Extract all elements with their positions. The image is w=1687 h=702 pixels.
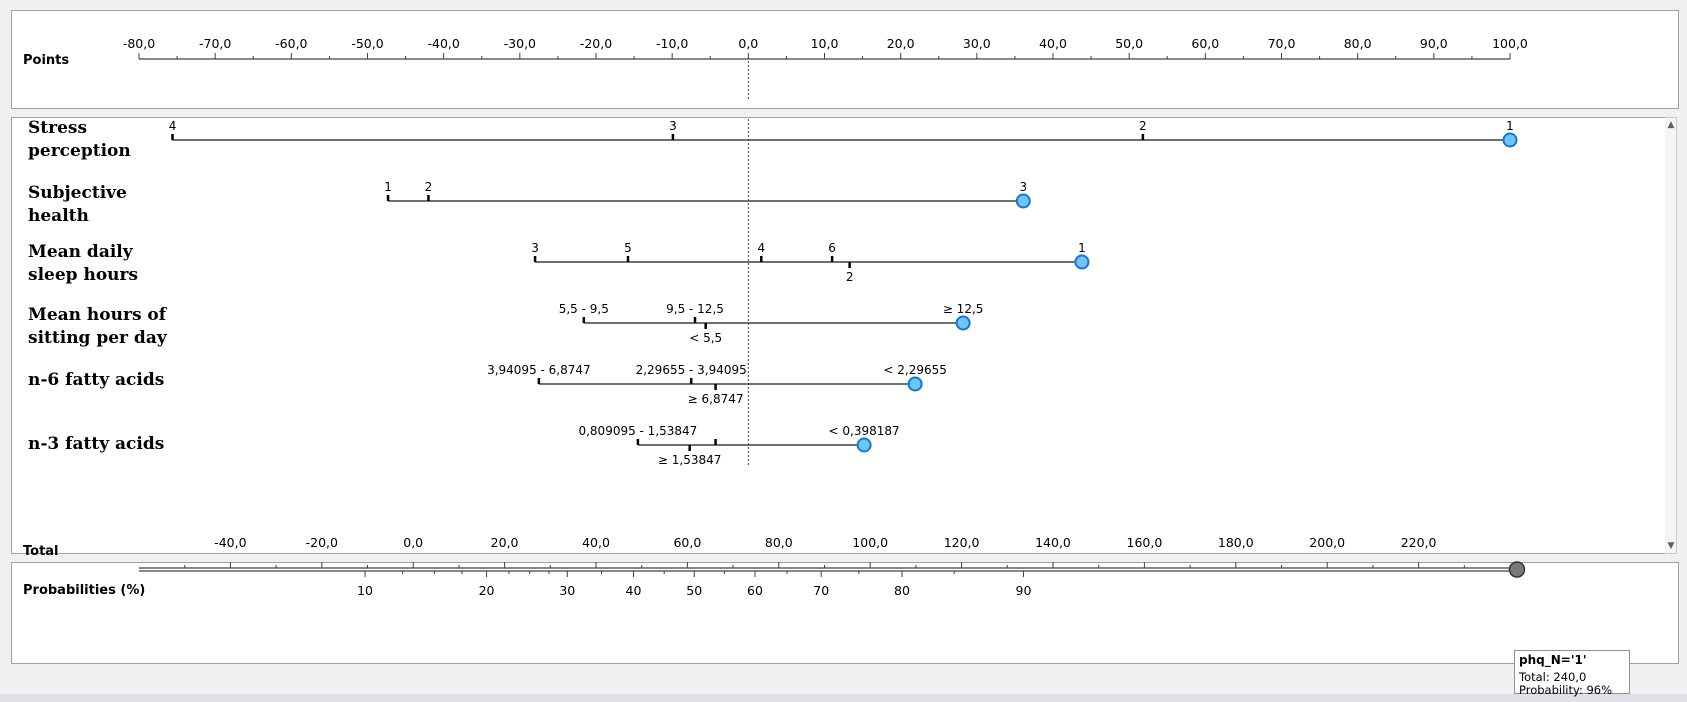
level-label: 1	[384, 180, 392, 194]
level-label: 3	[531, 241, 539, 255]
points-tick-label: -20,0	[580, 36, 612, 51]
points-tick-label: -80,0	[123, 36, 155, 51]
total-tick-label: 60,0	[673, 535, 701, 550]
points-tick-label: -40,0	[427, 36, 459, 51]
level-label: ≥ 12,5	[943, 302, 984, 316]
variable-name: Subjective	[28, 183, 127, 203]
level-label: 2	[425, 180, 433, 194]
total-panel	[11, 562, 1679, 664]
probability-tick-label: 60	[747, 583, 763, 598]
level-label: < 0,398187	[829, 424, 900, 438]
total-tick-label: 80,0	[765, 535, 793, 550]
variable-name: Mean hours of	[28, 305, 168, 325]
level-label: 2	[846, 270, 854, 284]
selected-level-marker	[955, 315, 971, 331]
total-tick-label: 100,0	[852, 535, 888, 550]
tooltip-title: phq_N='1'	[1519, 653, 1587, 667]
probability-tick-label: 30	[559, 583, 575, 598]
level-label: 4	[169, 119, 177, 133]
total-tick-label: 0,0	[403, 535, 423, 550]
variable-name: sleep hours	[28, 265, 138, 285]
variable-name: n-6 fatty acids	[28, 370, 164, 390]
level-label: 3,94095 - 6,8747	[487, 363, 591, 377]
probability-tick-label: 40	[626, 583, 642, 598]
level-label: < 2,29655	[883, 363, 947, 377]
total-tick-label: 160,0	[1127, 535, 1163, 550]
variable-name: n-3 fatty acids	[28, 434, 164, 454]
points-tick-label: 30,0	[963, 36, 991, 51]
level-label: < 5,5	[689, 331, 722, 345]
level-label: 0,809095 - 1,53847	[578, 424, 697, 438]
selected-level-marker	[856, 437, 872, 453]
total-score-marker	[1508, 561, 1526, 578]
points-tick-label: 40,0	[1039, 36, 1067, 51]
selected-level-marker	[1502, 132, 1518, 148]
scroll-up-icon[interactable]: ▲	[1667, 120, 1675, 130]
total-tick-label: 180,0	[1218, 535, 1254, 550]
points-tick-label: 100,0	[1492, 36, 1528, 51]
variable-name: sitting per day	[28, 328, 168, 348]
points-tick-label: -60,0	[275, 36, 307, 51]
probability-tick-label: 80	[894, 583, 910, 598]
level-label: ≥ 1,53847	[658, 453, 722, 467]
probability-axis-label: Probabilities (%)	[23, 583, 145, 598]
points-tick-label: -30,0	[504, 36, 536, 51]
points-axis-label: Points	[23, 53, 69, 68]
probability-tick-label: 10	[357, 583, 373, 598]
bottom-strip	[0, 694, 1687, 702]
level-label: 4	[757, 241, 765, 255]
total-tick-label: -20,0	[306, 535, 338, 550]
probability-tick-label: 20	[479, 583, 495, 598]
level-label: 1	[1078, 241, 1086, 255]
level-label: 2,29655 - 3,94095	[636, 363, 747, 377]
points-tick-label: 70,0	[1268, 36, 1296, 51]
level-label: 3	[1019, 180, 1027, 194]
total-axis-label: Total	[23, 544, 59, 559]
level-label: 3	[669, 119, 677, 133]
total-tick-label: 20,0	[491, 535, 519, 550]
probability-tooltip: phq_N='1' Total: 240,0 Probability: 96%	[1514, 650, 1630, 697]
points-tick-label: -50,0	[351, 36, 383, 51]
level-label: 1	[1506, 119, 1514, 133]
tooltip-total: Total: 240,0	[1519, 670, 1587, 684]
level-label: 9,5 - 12,5	[666, 302, 724, 316]
points-tick-label: 20,0	[887, 36, 915, 51]
points-tick-label: 60,0	[1191, 36, 1219, 51]
points-tick-label: 0,0	[738, 36, 758, 51]
points-tick-label: -10,0	[656, 36, 688, 51]
level-label: 6	[828, 241, 836, 255]
level-label: ≥ 6,8747	[688, 392, 744, 406]
probability-tick-label: 50	[686, 583, 702, 598]
total-tick-label: 200,0	[1309, 535, 1345, 550]
total-tick-label: 140,0	[1035, 535, 1071, 550]
points-tick-label: 10,0	[811, 36, 839, 51]
level-label: 5,5 - 9,5	[559, 302, 609, 316]
total-tick-label: 120,0	[944, 535, 980, 550]
selected-level-marker	[1074, 254, 1090, 270]
level-label: 5	[624, 241, 632, 255]
selected-level-marker	[1015, 193, 1031, 209]
variable-name: Mean daily	[28, 242, 134, 262]
variable-name: health	[28, 206, 89, 226]
total-tick-label: -40,0	[214, 535, 246, 550]
tooltip-probability: Probability: 96%	[1519, 683, 1613, 697]
total-tick-label: 220,0	[1401, 535, 1437, 550]
points-tick-label: 50,0	[1115, 36, 1143, 51]
points-tick-label: -70,0	[199, 36, 231, 51]
points-tick-label: 90,0	[1420, 36, 1448, 51]
nomogram-panel	[11, 117, 1667, 554]
variable-name: Stress	[28, 118, 87, 138]
selected-level-marker	[907, 376, 923, 392]
vertical-scrollbar[interactable]: ▲ ▼	[1665, 117, 1677, 554]
points-tick-label: 80,0	[1344, 36, 1372, 51]
scroll-down-icon[interactable]: ▼	[1667, 541, 1675, 551]
variable-name: perception	[28, 141, 131, 161]
total-tick-label: 40,0	[582, 535, 610, 550]
probability-tick-label: 90	[1016, 583, 1032, 598]
level-label: 2	[1139, 119, 1147, 133]
probability-tick-label: 70	[813, 583, 829, 598]
